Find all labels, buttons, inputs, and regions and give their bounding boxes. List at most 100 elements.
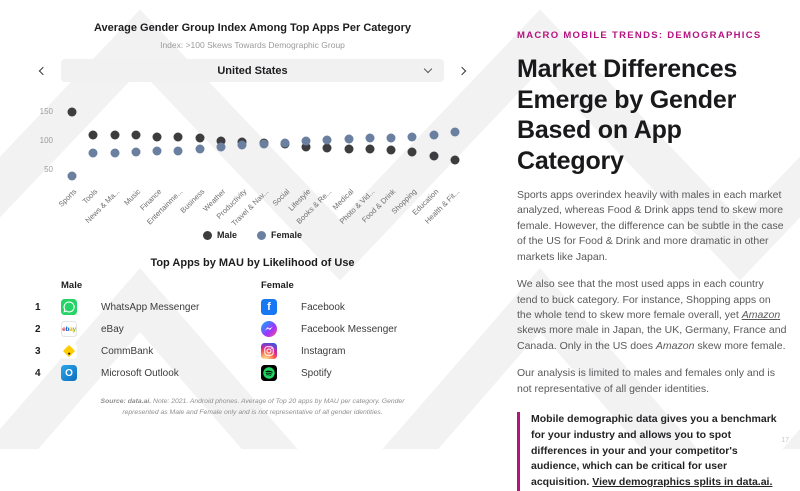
table-row: 1 WhatsApp Messenger f Facebook: [35, 296, 470, 318]
rank-label: 3: [35, 345, 41, 357]
data-point-male: [88, 130, 98, 140]
legend-dot-icon: [256, 230, 266, 240]
app-name: Facebook Messenger: [301, 323, 398, 335]
chevron-right-icon: [457, 66, 467, 75]
market-dropdown[interactable]: United States: [61, 59, 444, 82]
y-tick-label: 150: [39, 106, 53, 116]
text-segment: skews more male in Japan, the UK, German…: [517, 324, 787, 352]
next-market-button[interactable]: [454, 63, 470, 79]
previous-market-button[interactable]: [35, 63, 51, 79]
text-segment: We also see that the most used apps in e…: [517, 278, 771, 321]
data-point-female: [259, 139, 268, 149]
data-point-male: [450, 155, 460, 165]
ebay-letter: e: [62, 325, 66, 333]
page-title: Market Differences Emerge by Gender Base…: [517, 55, 738, 175]
messenger-icon: [261, 321, 277, 337]
data-point-female: [450, 127, 460, 137]
callout-box: Mobile demographic data gives you a benc…: [517, 412, 787, 491]
data-point-female: [322, 135, 332, 145]
source-note-text: Note: 2021. Android phones. Average of T…: [122, 398, 405, 416]
data-point-female: [365, 133, 375, 143]
data-point-male: [386, 145, 396, 155]
data-point-male: [67, 107, 77, 117]
legend-label: Male: [216, 230, 237, 240]
facebook-f-glyph: f: [267, 301, 271, 313]
apps-table-header: Male Female: [35, 280, 470, 291]
text-segment: Amazon: [655, 339, 695, 352]
data-point-female: [386, 133, 396, 143]
chevron-left-icon: [38, 66, 48, 75]
data-point-male: [216, 136, 226, 146]
app-name: eBay: [101, 323, 124, 335]
page-number: 17: [781, 437, 789, 444]
data-point-female: [131, 147, 141, 157]
app-name: Facebook: [301, 301, 345, 313]
scatter-chart: 150 100 50: [35, 98, 470, 184]
column-header-male: Male: [61, 280, 83, 291]
data-point-male: [301, 142, 311, 152]
legend-item-female: Female: [256, 230, 303, 240]
apps-table: Male Female 1 WhatsApp Messenger f Faceb…: [35, 280, 470, 384]
rank-label: 4: [35, 367, 41, 379]
y-axis: 150 100 50: [35, 98, 57, 184]
data-point-female: [429, 130, 439, 140]
data-point-male: [131, 130, 141, 140]
data-point-female: [237, 140, 247, 150]
legend-item-male: Male: [202, 230, 237, 240]
body-paragraph: Our analysis is limited to males and fem…: [517, 366, 787, 397]
column-header-female: Female: [261, 280, 294, 291]
table-row: 4 O Microsoft Outlook Spotify: [35, 362, 470, 384]
data-point-male: [152, 132, 162, 142]
data-point-female: [88, 148, 98, 158]
table-row: 3 CommBank Instagram: [35, 340, 470, 362]
data-point-male: [173, 132, 183, 142]
scatter-plot: [59, 98, 468, 184]
chart-panel: Average Gender Group Index Among Top App…: [35, 22, 470, 418]
x-axis-labels: Sports Tools News & Ma... Music Finance Enter…: [57, 184, 468, 230]
data-point-male: [344, 144, 354, 154]
ebay-letter: a: [69, 325, 73, 333]
legend-label: Female: [270, 230, 303, 240]
outlook-o-glyph: O: [65, 367, 73, 379]
ebay-letter: b: [65, 325, 70, 333]
inline-link[interactable]: Amazon: [741, 308, 781, 321]
whatsapp-icon: [61, 299, 77, 315]
source-note: Source: data.ai. Note: 2021. Android pho…: [88, 397, 418, 418]
rank-label: 1: [35, 301, 41, 313]
spacer: [35, 280, 61, 291]
body-paragraph: Sports apps overindex heavily with males…: [517, 188, 787, 265]
text-segment: Sports apps overindex heavily with males…: [517, 189, 784, 263]
app-name: Microsoft Outlook: [101, 367, 179, 379]
inline-link[interactable]: View demographics splits in data.ai.: [592, 476, 773, 489]
y-tick-label: 100: [39, 136, 53, 146]
chart-subtitle: Index: >100 Skews Towards Demographic Gr…: [160, 40, 345, 50]
apps-table-title: Top Apps by MAU by Likelihood of Use: [150, 257, 355, 269]
data-point-male: [110, 130, 120, 140]
text-segment: skew more female.: [694, 339, 786, 352]
rank-label: 2: [35, 323, 41, 335]
ebay-letter: y: [72, 325, 77, 333]
spotify-icon: [261, 365, 277, 381]
data-point-male: [429, 151, 439, 161]
data-point-male: [407, 147, 417, 157]
y-tick-label: 50: [44, 165, 53, 175]
commbank-icon: [61, 343, 77, 359]
app-name: CommBank: [101, 345, 154, 357]
body-paragraph: We also see that the most used apps in e…: [517, 277, 787, 354]
data-point-female: [301, 136, 311, 146]
data-point-female: [407, 132, 417, 142]
data-point-male: [195, 133, 205, 143]
instagram-icon: [261, 343, 277, 359]
data-point-female: [152, 146, 162, 156]
market-selector-row: United States: [35, 59, 470, 82]
eyebrow-label: MACRO MOBILE TRENDS: DEMOGRAPHICS: [517, 30, 762, 41]
data-point-female: [110, 148, 120, 158]
legend-dot-icon: [202, 230, 212, 240]
data-point-female: [216, 142, 226, 152]
data-point-male: [322, 143, 332, 153]
app-name: Instagram: [301, 345, 346, 357]
market-dropdown-value: United States: [217, 64, 288, 77]
outlook-icon: O: [61, 365, 77, 381]
